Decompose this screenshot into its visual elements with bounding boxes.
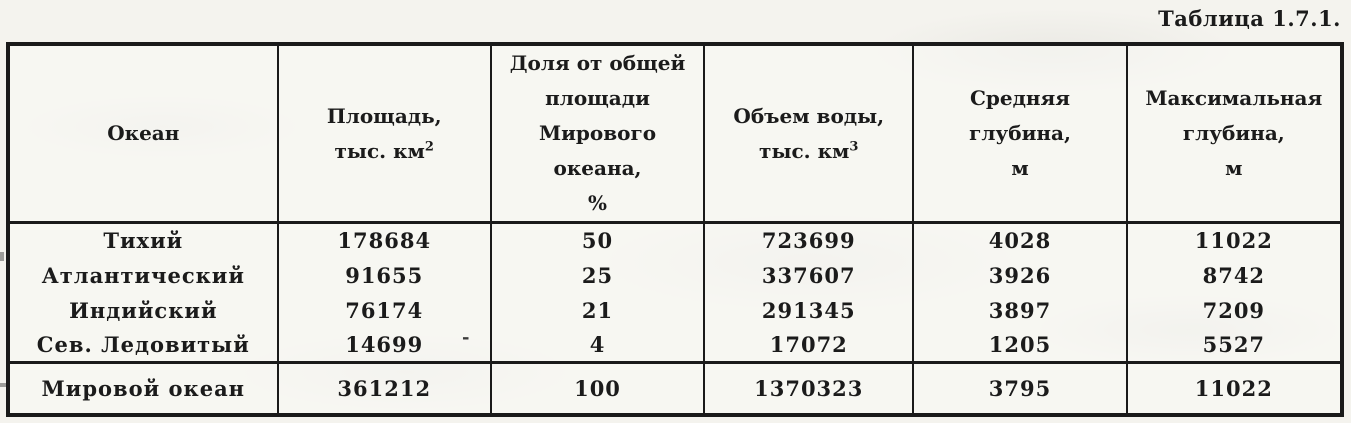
value-cell: 4028 [912,222,1128,258]
ocean-name-cell: Тихий [7,222,279,258]
summary-row: Мировой океан 361212 100 1370323 3795 11022 [7,361,1344,415]
value-cell: 8742 [1125,257,1344,293]
value-cell: 337607 [703,257,915,293]
column-header-ocean: Океан [7,44,279,224]
oceans-data-table: Океан Площадь, тыс. км2 Доля от общей площад… [6,42,1344,417]
value-cell: 25 [489,257,706,293]
summary-value-cell: 11022 [1125,361,1344,415]
value-cell: 50 [489,222,706,258]
table-row: Индийский 76174 21 291345 3897 7209 [7,292,1344,328]
column-header-share: Доля от общей площади Мирового океана,% [489,44,706,224]
summary-value-cell: 1370323 [703,361,915,415]
scan-speck [0,252,4,261]
value-cell: 14699 [276,327,492,363]
column-header-volume: Объем воды, тыс. км3 [703,44,915,224]
value-cell: 723699 [703,222,915,258]
value-cell: 91655 [276,257,492,293]
value-cell: 17072 [703,327,915,363]
header-row: Океан Площадь, тыс. км2 Доля от общей площад… [7,44,1344,224]
ocean-name-cell: Индийский [7,292,279,328]
table-row: Тихий 178684 50 723699 4028 11022 [7,222,1344,258]
value-cell: 76174 [276,292,492,328]
column-header-max_depth: Максимальная глубина, м [1125,44,1344,224]
summary-value-cell: 100 [489,361,706,415]
value-cell: 3897 [912,292,1128,328]
scan-artifact-dash: - [462,327,470,348]
value-cell: 3926 [912,257,1128,293]
column-header-avg_depth: Средняя глубина, м [912,44,1128,224]
summary-value-cell: 361212 [276,361,492,415]
value-cell: 178684 [276,222,492,258]
ocean-name-cell: Атлантический [7,257,279,293]
table-body: Тихий 178684 50 723699 4028 11022 Атлантически… [7,222,1344,363]
table-row: Атлантический 91655 25 337607 3926 8742 [7,257,1344,293]
table-caption: Таблица 1.7.1. [1158,6,1341,31]
column-header-area: Площадь, тыс. км2 [276,44,492,224]
value-cell: 5527 [1125,327,1344,363]
value-cell: 21 [489,292,706,328]
ocean-name-cell: Сев. Ледовитый [7,327,279,363]
summary-value-cell: 3795 [912,361,1128,415]
value-cell: 7209 [1125,292,1344,328]
table-row: Сев. Ледовитый 14699 4 17072 1205 5527 [7,327,1344,363]
scan-speck [0,383,6,387]
value-cell: 4 [489,327,706,363]
summary-label-cell: Мировой океан [7,361,279,415]
value-cell: 11022 [1125,222,1344,258]
value-cell: 1205 [912,327,1128,363]
value-cell: 291345 [703,292,915,328]
